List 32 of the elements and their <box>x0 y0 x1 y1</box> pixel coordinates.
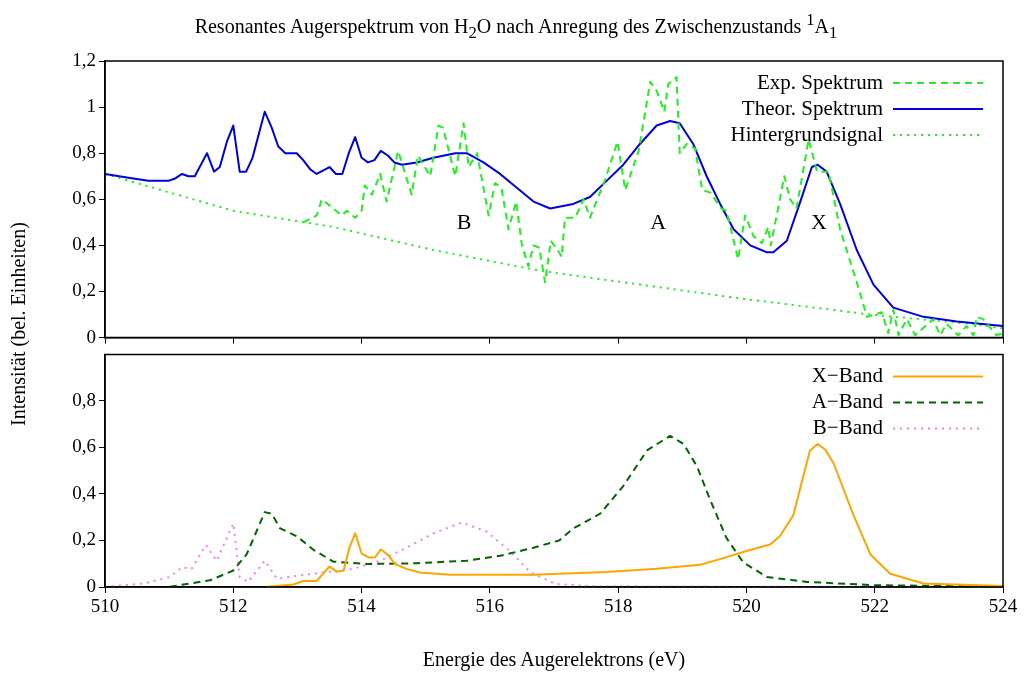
y-tick-label: 0 <box>86 574 96 596</box>
x-tick-label: 510 <box>90 595 120 617</box>
y-tick-label: 0 <box>86 325 96 347</box>
y-tick-label: 1 <box>86 95 96 117</box>
annotation: A <box>650 208 667 234</box>
legend-label: Hintergrundsignal <box>730 121 884 146</box>
x-tick-label: 516 <box>475 595 505 617</box>
legend-label: Theor. Spektrum <box>741 95 883 120</box>
legend-label: X−Band <box>811 362 884 387</box>
y-tick-label: 0,8 <box>72 388 96 410</box>
y-axis-title: Intensität (bel. Einheiten) <box>6 222 30 426</box>
x-tick-label: 514 <box>347 595 377 617</box>
y-tick-label: 0,6 <box>72 435 96 457</box>
y-tick-label: 1,2 <box>72 48 96 70</box>
y-tick-label: 0,6 <box>72 187 96 209</box>
x-tick-label: 522 <box>860 595 889 617</box>
x-tick-label: 518 <box>603 595 633 617</box>
x-axis-title: Energie des Augerelektrons (eV) <box>421 648 687 671</box>
y-tick-label: 0,2 <box>72 528 96 550</box>
y-tick-label: 0,4 <box>72 481 97 503</box>
chart-title: Resonantes Augerspektrum von H$_{2}$O nach Anregung des Zwischenzustands $^{1}$A$_{1}$ <box>193 10 839 43</box>
x-tick-label: 524 <box>988 595 1018 617</box>
annotation: X <box>810 208 827 234</box>
legend-label: A−Band <box>811 388 884 413</box>
x-tick-label: 512 <box>219 595 248 617</box>
legend-label: Exp. Spektrum <box>757 69 883 94</box>
y-tick-label: 0,2 <box>72 279 96 301</box>
y-tick-label: 0,4 <box>72 233 97 255</box>
y-tick-label: 0,8 <box>72 141 96 163</box>
x-tick-label: 520 <box>732 595 761 617</box>
legend-label: B−Band <box>812 414 884 439</box>
annotation: B <box>456 208 472 234</box>
